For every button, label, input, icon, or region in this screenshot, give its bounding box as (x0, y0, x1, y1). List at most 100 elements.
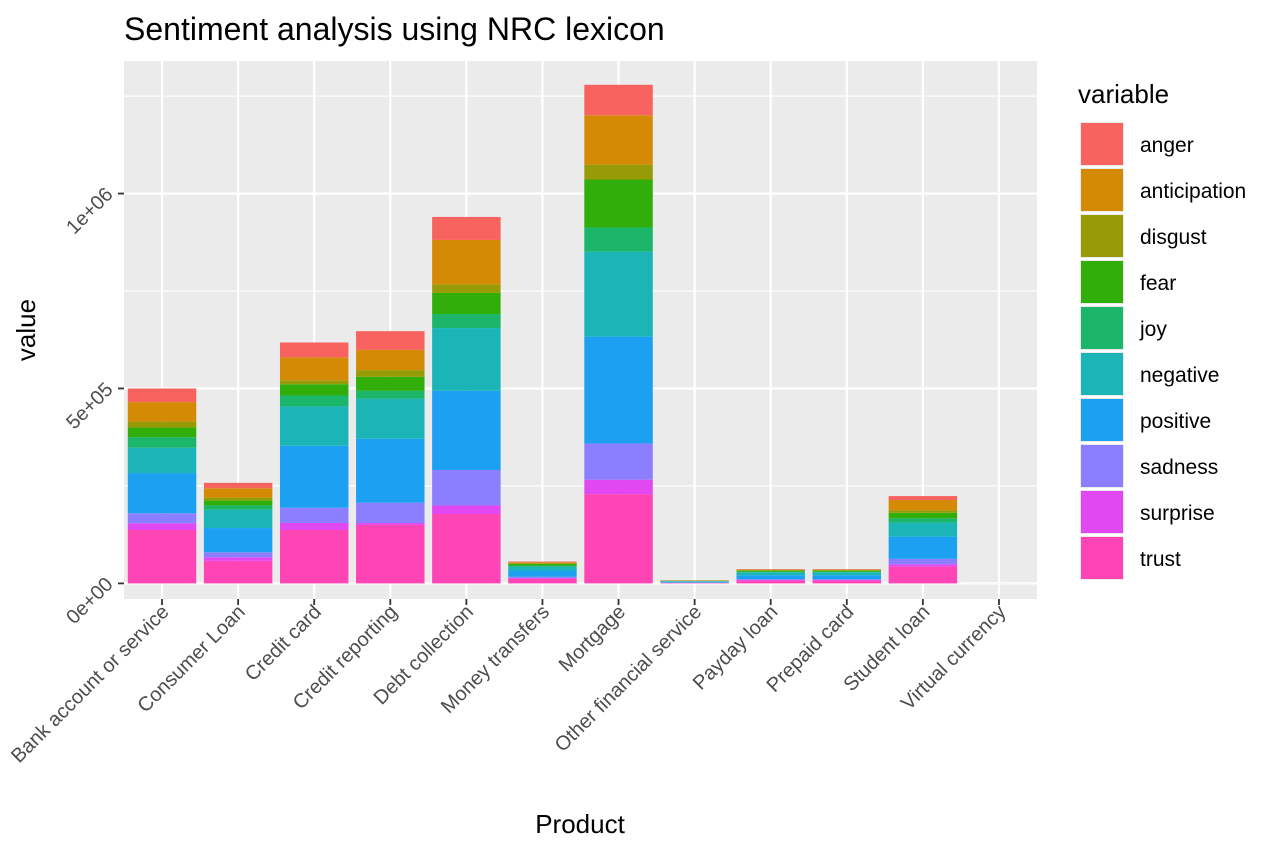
bar-segment-trust (279, 529, 349, 584)
bar-segment-surprise (508, 577, 577, 579)
bar-segment-trust (584, 494, 653, 584)
legend-swatch-fear (1081, 261, 1123, 303)
bar-segment-negative (203, 509, 273, 529)
bar-segment-negative (584, 251, 653, 337)
bar-segment-surprise (356, 522, 425, 525)
legend: variable anger anticipation disgust fear joy… (1078, 79, 1246, 580)
bar-segment-sadness (508, 576, 577, 578)
x-tick-label: Mortgage (555, 601, 630, 676)
bar-segment-joy (432, 314, 501, 329)
bar-segment-positive (356, 438, 425, 503)
bar-segment-joy (356, 390, 425, 399)
legend-swatch-disgust (1081, 215, 1123, 257)
bar-segment-joy (812, 571, 882, 573)
bar-segment-anger (356, 331, 425, 350)
bar-segment-sadness (279, 507, 349, 523)
y-tick-label: 5e+05 (62, 378, 117, 433)
bar-segment-positive (584, 336, 653, 444)
bar-segment-fear (279, 384, 349, 396)
bar-segment-positive (127, 473, 197, 514)
bar-segment-disgust (203, 497, 273, 501)
bar-segment-negative (432, 328, 501, 391)
bar-segment-fear (812, 570, 882, 572)
bar-segment-joy (888, 518, 958, 523)
bar-segment-anticipation (508, 562, 577, 564)
bar-segment-surprise (279, 522, 349, 530)
bars-layer (127, 84, 1034, 584)
x-axis-title: Product (535, 809, 625, 839)
legend-label-sadness: sadness (1140, 456, 1218, 479)
x-tick-label: Other financial service (551, 601, 706, 756)
legend-label-fear: fear (1140, 272, 1176, 295)
bar-segment-negative (508, 566, 577, 571)
bar-segment-joy (508, 565, 577, 567)
bar-segment-positive (660, 581, 729, 583)
bar-segment-negative (736, 572, 805, 576)
bar-segment-fear (736, 570, 805, 572)
bar-segment-fear (356, 376, 425, 391)
bar-segment-fear (203, 500, 273, 506)
bar-segment-anger (279, 342, 349, 358)
y-axis-title: value (11, 299, 41, 361)
bar-segment-trust (812, 580, 882, 584)
bar-segment-joy (127, 437, 197, 448)
bar-segment-sadness (812, 579, 882, 581)
bar-segment-anger (508, 561, 577, 563)
bar-segment-trust (356, 524, 425, 584)
bar-segment-anger (432, 216, 501, 240)
bar-segment-positive (508, 570, 577, 577)
bar-segment-anticipation (127, 402, 197, 422)
bar-segment-negative (356, 398, 425, 439)
bar-segment-joy (584, 227, 653, 252)
bar-segment-anger (888, 496, 958, 500)
bar-segment-surprise (203, 557, 273, 561)
bar-segment-sadness (888, 558, 958, 565)
legend-label-anger: anger (1140, 134, 1194, 157)
bar-segment-positive (888, 536, 958, 559)
legend-swatch-sadness (1081, 445, 1123, 487)
bar-segment-positive (812, 575, 882, 580)
bar-segment-negative (279, 406, 349, 446)
bar-segment-sadness (432, 469, 501, 506)
bar-segment-surprise (888, 564, 958, 567)
bar-segment-surprise (584, 479, 653, 495)
bar-segment-positive (203, 528, 273, 553)
bar-segment-trust (660, 582, 729, 584)
bar-segment-anticipation (736, 569, 805, 571)
legend-items: anger anticipation disgust fear joy negative p… (1080, 122, 1246, 580)
bar-segment-sadness (356, 502, 425, 523)
bar-segment-anger (127, 388, 197, 403)
x-tick-label: Bank account or service (7, 601, 173, 767)
bar-segment-negative (888, 522, 958, 537)
legend-label-joy: joy (1139, 318, 1167, 341)
bar-segment-surprise (432, 505, 501, 515)
bar-segment-disgust (584, 164, 653, 180)
bar-segment-anticipation (888, 499, 958, 511)
bar-segment-anticipation (812, 569, 882, 571)
y-tick-label: 1e+06 (62, 184, 117, 239)
bar-segment-trust (127, 529, 197, 584)
bar-segment-disgust (888, 510, 958, 513)
bar-segment-joy (203, 505, 273, 510)
chart-title: Sentiment analysis using NRC lexicon (124, 11, 665, 47)
bar-segment-disgust (127, 421, 197, 428)
bar-segment-negative (660, 581, 729, 582)
legend-swatch-positive (1081, 399, 1123, 441)
bar-segment-trust (203, 560, 273, 584)
bar-segment-sadness (584, 443, 653, 480)
legend-swatch-anticipation (1081, 169, 1123, 211)
legend-swatch-negative (1081, 353, 1123, 395)
bar-segment-disgust (432, 284, 501, 293)
bar-segment-disgust (356, 370, 425, 377)
bar-segment-trust (888, 566, 958, 584)
bar-segment-trust (736, 580, 805, 584)
bar-segment-fear (127, 427, 197, 438)
bar-segment-fear (888, 512, 958, 519)
bar-segment-fear (584, 179, 653, 228)
bar-segment-positive (279, 445, 349, 508)
legend-swatch-joy (1081, 307, 1123, 349)
bar-segment-surprise (127, 523, 197, 530)
y-tick-label: 0e+00 (62, 573, 117, 628)
bar-segment-anticipation (584, 115, 653, 165)
